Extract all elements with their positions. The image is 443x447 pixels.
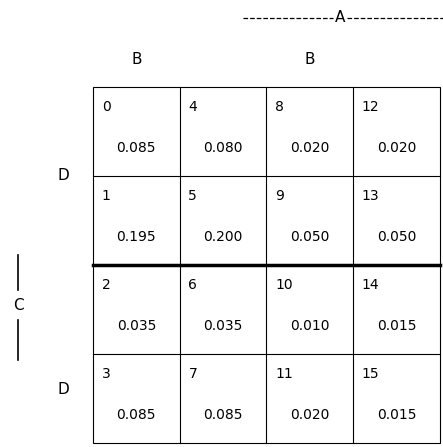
Text: 0.085: 0.085 xyxy=(117,408,156,422)
Text: 0.035: 0.035 xyxy=(117,319,156,333)
Text: 8: 8 xyxy=(275,100,284,114)
Text: 0.050: 0.050 xyxy=(290,229,330,244)
Text: 3: 3 xyxy=(102,367,110,380)
Text: 0.080: 0.080 xyxy=(203,140,243,155)
Text: 9: 9 xyxy=(275,189,284,202)
Text: 0.020: 0.020 xyxy=(290,408,330,422)
Text: 0.015: 0.015 xyxy=(377,319,416,333)
Text: 5: 5 xyxy=(188,189,197,202)
Text: 0.015: 0.015 xyxy=(377,408,416,422)
Text: B: B xyxy=(131,52,142,67)
Text: 12: 12 xyxy=(362,100,380,114)
Text: 0.020: 0.020 xyxy=(290,140,330,155)
Text: 0.085: 0.085 xyxy=(203,408,243,422)
Text: 4: 4 xyxy=(188,100,197,114)
Text: 15: 15 xyxy=(362,367,380,380)
Text: 0.085: 0.085 xyxy=(117,140,156,155)
Text: 0.200: 0.200 xyxy=(203,229,243,244)
Text: C: C xyxy=(13,298,23,312)
Text: 0.195: 0.195 xyxy=(117,229,156,244)
Text: A: A xyxy=(335,10,345,25)
Text: 2: 2 xyxy=(102,278,110,291)
Text: 11: 11 xyxy=(275,367,293,380)
Text: 0.020: 0.020 xyxy=(377,140,416,155)
Text: 14: 14 xyxy=(362,278,380,291)
Text: 1: 1 xyxy=(102,189,111,202)
Text: 0.035: 0.035 xyxy=(203,319,243,333)
Text: 10: 10 xyxy=(275,278,293,291)
Text: D: D xyxy=(57,383,69,397)
Text: 0.010: 0.010 xyxy=(290,319,330,333)
Text: 6: 6 xyxy=(188,278,197,291)
Text: B: B xyxy=(305,52,315,67)
Text: D: D xyxy=(57,168,69,182)
Text: 13: 13 xyxy=(362,189,380,202)
Bar xyxy=(93,87,440,443)
Text: 7: 7 xyxy=(188,367,197,380)
Text: 0.050: 0.050 xyxy=(377,229,416,244)
Text: 0: 0 xyxy=(102,100,110,114)
